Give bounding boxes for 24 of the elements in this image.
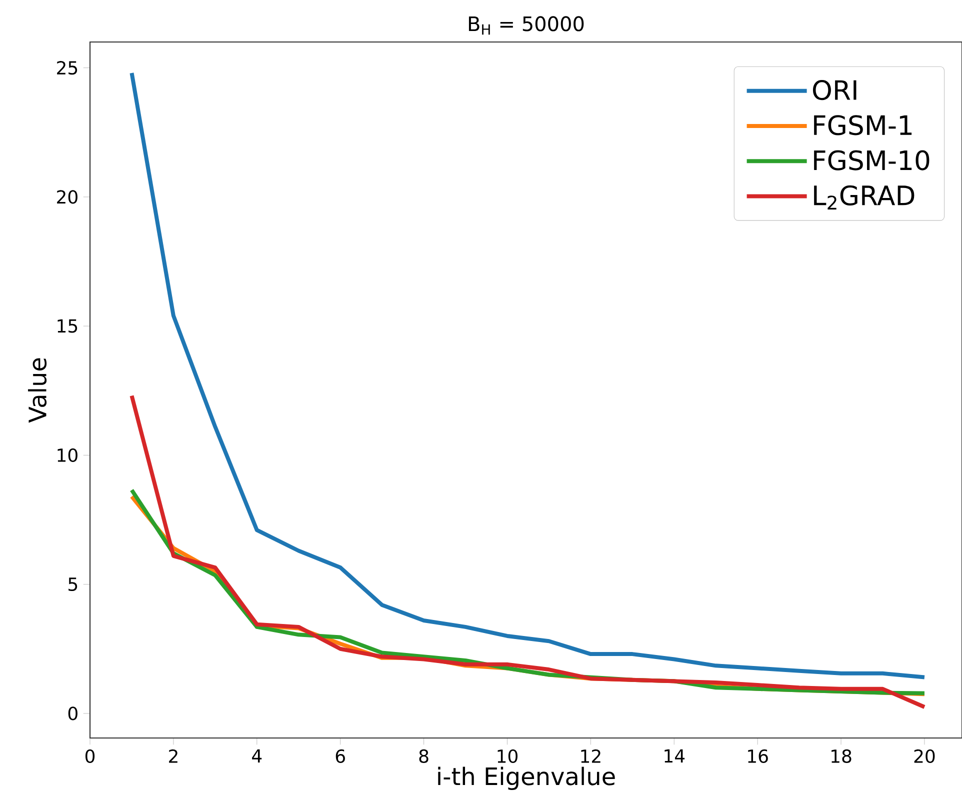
legend-label: FGSM-1 bbox=[814, 115, 912, 136]
x-tick-label: 18 bbox=[832, 749, 852, 763]
legend-label: FGSM-10 bbox=[814, 150, 930, 170]
x-tick-label: 6 bbox=[336, 749, 345, 763]
y-tick-label: 5 bbox=[68, 578, 78, 592]
legend-label: ORI bbox=[812, 80, 856, 100]
y-tick-label: 10 bbox=[58, 448, 78, 462]
x-tick-label: 14 bbox=[664, 749, 685, 762]
y-tick-label: 25 bbox=[57, 61, 78, 75]
x-tick-label: 20 bbox=[914, 749, 935, 763]
chart-title: B$_{H}$ = 50000 bbox=[468, 16, 584, 35]
x-tick-label: 12 bbox=[581, 749, 600, 763]
y-axis-title: Value bbox=[28, 358, 47, 423]
x-tick-label: 16 bbox=[748, 749, 768, 763]
x-tick-label: 10 bbox=[498, 749, 518, 763]
x-tick-label: 2 bbox=[169, 749, 178, 763]
y-tick-label: 0 bbox=[68, 706, 78, 720]
x-tick-label: 0 bbox=[85, 749, 95, 763]
x-tick-label: 4 bbox=[252, 749, 262, 762]
y-tick-label: 20 bbox=[57, 190, 78, 204]
x-tick-label: 8 bbox=[419, 749, 428, 763]
legend-label: L$_{2}$GRAD bbox=[814, 185, 914, 210]
y-tick-label: 15 bbox=[58, 319, 78, 333]
x-axis-title: i-th Eigenvalue bbox=[438, 766, 615, 790]
